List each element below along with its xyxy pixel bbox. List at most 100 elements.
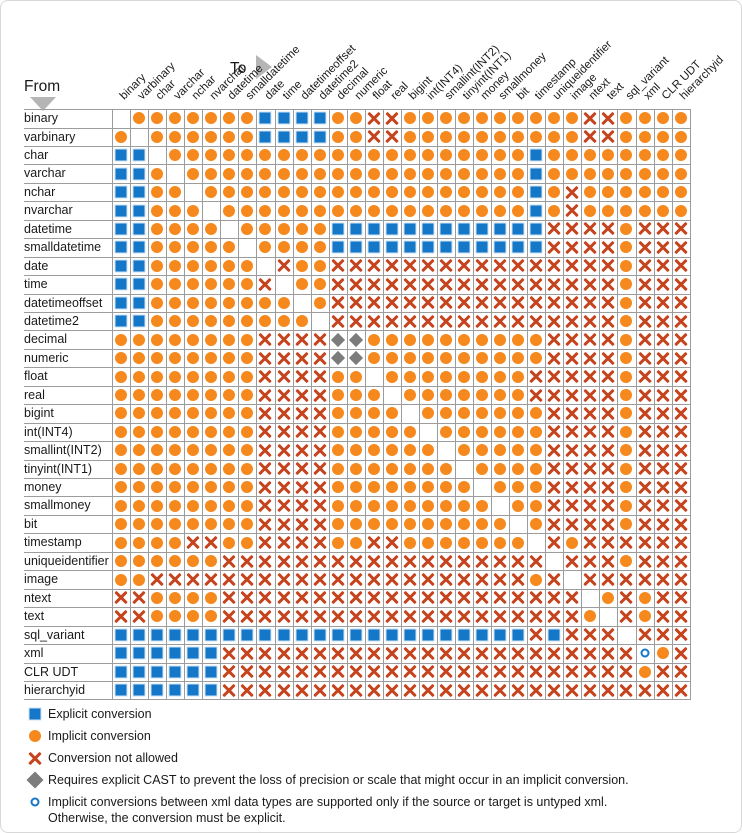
not-allowed-x-icon [583, 370, 597, 384]
grid-line-vertical [436, 109, 438, 700]
row-label: varchar [24, 166, 66, 181]
not-allowed-x-icon [222, 646, 236, 660]
implicit-circle-icon [458, 407, 470, 420]
implicit-circle-icon [620, 130, 633, 143]
explicit-square-icon [440, 241, 452, 253]
implicit-circle-icon [367, 352, 380, 365]
grid-line-vertical [130, 109, 132, 700]
implicit-circle-icon [295, 259, 308, 272]
row-label: float [24, 369, 48, 384]
not-allowed-x-icon [421, 683, 435, 697]
not-allowed-x-icon [313, 517, 327, 531]
implicit-circle-icon [169, 112, 182, 125]
implicit-circle-icon [151, 370, 164, 383]
implicit-circle-icon [187, 130, 200, 143]
explicit-square-icon [169, 684, 181, 696]
not-allowed-x-icon [295, 443, 309, 457]
explicit-square-icon [241, 629, 253, 641]
not-allowed-x-icon [529, 683, 543, 697]
cast-diamond-icon [330, 332, 345, 347]
not-allowed-x-icon [421, 296, 435, 310]
not-allowed-x-icon [656, 370, 670, 384]
not-allowed-x-icon [583, 665, 597, 679]
not-allowed-x-icon [403, 314, 417, 328]
implicit-circle-icon [259, 149, 272, 162]
implicit-circle-icon [331, 389, 344, 401]
implicit-circle-icon [205, 241, 218, 254]
grid-line-horizontal [24, 644, 691, 645]
implicit-circle-icon [421, 462, 434, 475]
explicit-square-icon [314, 629, 326, 641]
implicit-circle-icon [367, 333, 380, 346]
not-allowed-x-icon [493, 296, 507, 310]
not-allowed-x-icon [403, 554, 417, 568]
explicit-square-icon [296, 629, 307, 641]
grid-line-horizontal [24, 551, 691, 553]
not-allowed-x-icon [475, 646, 489, 660]
not-allowed-x-icon [565, 665, 579, 679]
not-allowed-x-icon [674, 443, 688, 457]
implicit-circle-icon [133, 444, 146, 457]
not-allowed-x-icon [457, 314, 471, 328]
not-allowed-x-icon [638, 554, 652, 568]
not-allowed-x-icon [674, 351, 688, 365]
not-allowed-x-icon [331, 277, 345, 291]
implicit-circle-icon [169, 536, 182, 549]
implicit-circle-icon [458, 425, 470, 438]
not-allowed-x-icon [258, 425, 272, 439]
not-allowed-x-icon [601, 499, 615, 513]
not-allowed-x-icon [313, 351, 327, 365]
implicit-circle-icon [530, 499, 543, 512]
not-allowed-x-icon [439, 646, 453, 660]
implicit-circle-icon [133, 370, 146, 383]
implicit-circle-icon [512, 481, 525, 494]
implicit-circle-icon [223, 278, 236, 291]
implicit-circle-icon [169, 278, 182, 291]
not-allowed-x-icon [367, 536, 381, 550]
not-allowed-x-icon [421, 665, 435, 679]
implicit-circle-icon [331, 518, 344, 531]
implicit-circle-icon [403, 499, 416, 512]
grid-line-vertical [653, 109, 655, 700]
not-allowed-x-icon [583, 536, 597, 550]
not-allowed-x-icon [313, 665, 327, 679]
implicit-circle-icon [476, 462, 488, 475]
implicit-circle-icon [205, 462, 218, 475]
not-allowed-x-icon [313, 499, 327, 513]
implicit-circle-icon [530, 333, 543, 346]
not-allowed-x-icon [638, 333, 652, 347]
grid-line-vertical [599, 109, 601, 700]
implicit-circle-icon [674, 112, 687, 125]
not-allowed-x-icon [313, 609, 327, 623]
implicit-circle-icon [169, 315, 182, 328]
implicit-circle-icon [385, 333, 398, 346]
implicit-circle-icon [133, 425, 146, 438]
implicit-circle-icon [331, 536, 344, 549]
not-allowed-x-icon [385, 573, 399, 587]
legend-item-text: Explicit conversion [48, 707, 152, 721]
explicit-square-icon [494, 629, 506, 641]
implicit-circle-icon [385, 186, 398, 198]
implicit-circle-icon [187, 259, 200, 272]
implicit-circle-icon [638, 204, 651, 217]
not-allowed-x-icon [547, 333, 561, 347]
explicit-square-icon [530, 186, 542, 198]
not-allowed-x-icon [295, 573, 309, 587]
not-allowed-x-icon [258, 480, 272, 494]
not-allowed-x-icon [295, 665, 309, 679]
not-allowed-x-icon [403, 591, 417, 605]
cast-diamond-icon [330, 351, 345, 366]
implicit-circle-icon [241, 352, 254, 365]
implicit-circle-icon [439, 407, 452, 420]
not-allowed-x-icon [619, 609, 633, 623]
not-allowed-x-icon [601, 388, 615, 402]
implicit-circle-icon [620, 296, 633, 309]
not-allowed-x-icon [529, 370, 543, 384]
not-allowed-x-icon [475, 609, 489, 623]
implicit-circle-icon [115, 352, 127, 365]
not-allowed-x-icon [547, 259, 561, 273]
implicit-circle-icon [169, 259, 182, 272]
implicit-circle-icon [205, 555, 218, 567]
implicit-circle-icon [187, 518, 200, 531]
implicit-circle-icon [169, 241, 182, 254]
